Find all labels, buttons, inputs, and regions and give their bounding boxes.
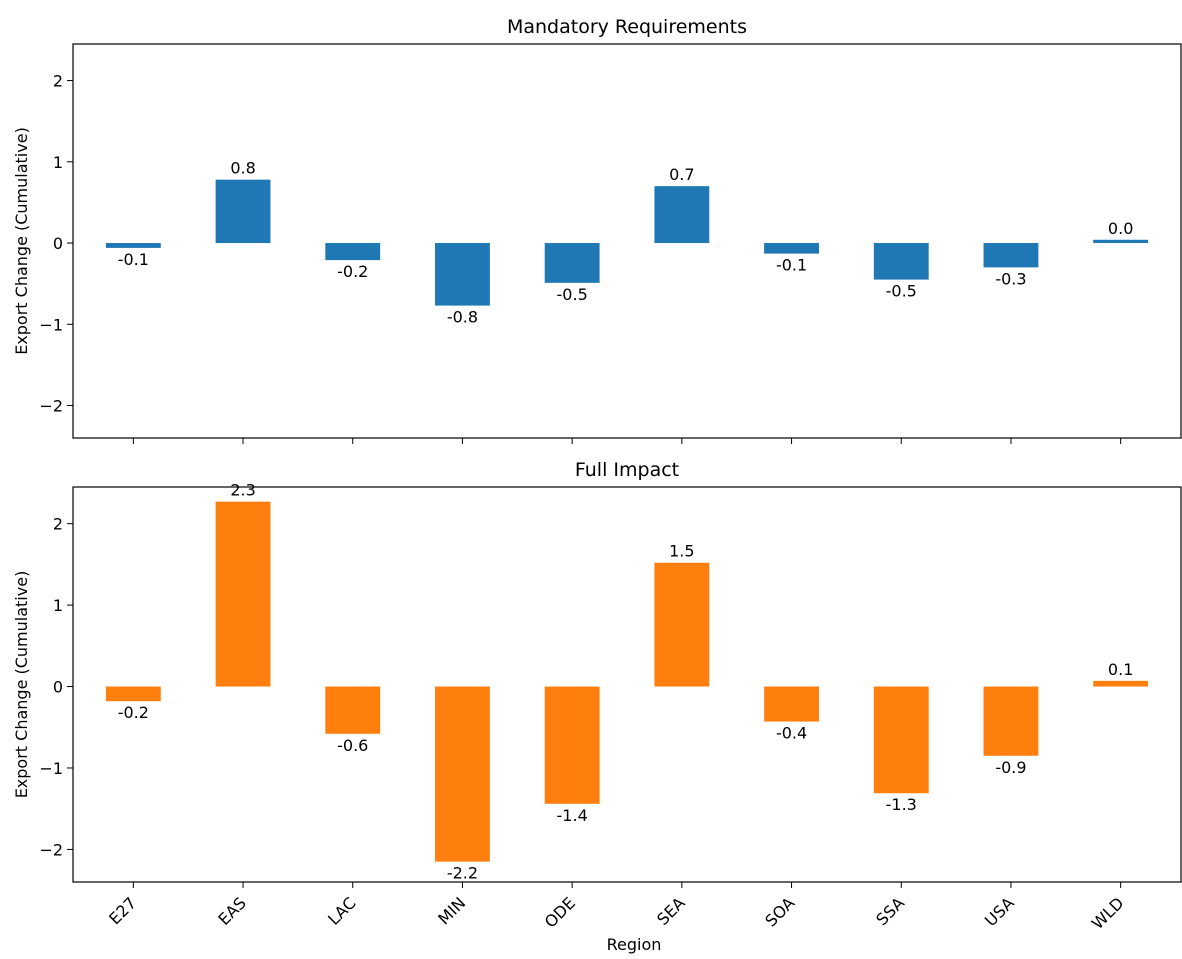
bar-soa	[764, 686, 819, 722]
axes-frame	[72, 486, 1182, 883]
bar-sea	[654, 562, 710, 687]
bar-ode	[544, 243, 600, 283]
bar-value-label: -0.2	[337, 262, 368, 281]
panel-full-impact: Full Impact Export Change (Cumulative) −2 −…	[12, 459, 1182, 933]
y-tick-label: 2	[53, 515, 63, 534]
y-tick-label: 0	[53, 678, 63, 697]
bar-value-label: 0.8	[230, 159, 255, 178]
bar-value-label: -0.5	[886, 282, 917, 301]
bar-e27	[105, 686, 161, 702]
chart-title: Full Impact	[575, 459, 679, 481]
bar-value-label: -2.2	[447, 864, 478, 883]
bar-usa	[983, 686, 1039, 756]
bar-ssa	[873, 686, 929, 794]
y-tick-label: 1	[53, 596, 63, 615]
bar-eas	[215, 179, 271, 244]
y-tick-label: −1	[39, 315, 63, 334]
y-tick-label: −2	[39, 397, 63, 416]
bar-value-label: 0.7	[669, 165, 694, 184]
y-tick-label: −1	[39, 759, 63, 778]
bar-value-label: -0.5	[557, 285, 588, 304]
y-axis-label: Export Change (Cumulative)	[12, 127, 31, 355]
bar-value-label: -0.2	[118, 703, 149, 722]
bar-value-label: 1.5	[669, 542, 694, 561]
bar-e27	[105, 243, 161, 248]
bar-ode	[544, 686, 600, 804]
bar-value-label: -0.1	[118, 250, 149, 269]
y-tick-label: 0	[53, 234, 63, 253]
bar-value-label: -0.3	[995, 269, 1026, 288]
bar-value-label: -0.6	[337, 736, 368, 755]
bar-wld	[1093, 239, 1149, 244]
bar-value-label: -1.4	[557, 806, 588, 825]
bar-value-label: -0.8	[447, 308, 478, 327]
chart-title: Mandatory Requirements	[507, 16, 747, 38]
bar-soa	[764, 243, 819, 254]
bar-value-label: -0.9	[995, 758, 1026, 777]
bar-value-label: 2.3	[230, 481, 255, 500]
bar-sea	[654, 186, 710, 244]
x-axis-label: Region	[607, 935, 662, 954]
bar-value-label: 0.1	[1108, 660, 1133, 679]
bar-ssa	[873, 243, 929, 280]
axes-frame	[72, 43, 1182, 439]
bar-value-label: -1.3	[886, 795, 917, 814]
y-tick-label: 2	[53, 72, 63, 91]
y-axis-label: Export Change (Cumulative)	[12, 571, 31, 799]
bar-eas	[215, 501, 271, 687]
y-tick-label: −2	[39, 840, 63, 859]
bar-usa	[983, 243, 1039, 268]
bar-value-label: -0.1	[776, 256, 807, 275]
bar-value-label: -0.4	[776, 724, 807, 743]
bar-lac	[325, 243, 381, 261]
y-tick-label: 1	[53, 153, 63, 172]
panel-mandatory-requirements: Mandatory Requirements Export Change (Cum…	[12, 16, 1182, 444]
bar-wld	[1093, 680, 1149, 687]
bar-min	[435, 243, 490, 306]
bar-min	[435, 686, 490, 862]
bar-value-label: 0.0	[1108, 219, 1133, 238]
bar-lac	[325, 686, 381, 734]
